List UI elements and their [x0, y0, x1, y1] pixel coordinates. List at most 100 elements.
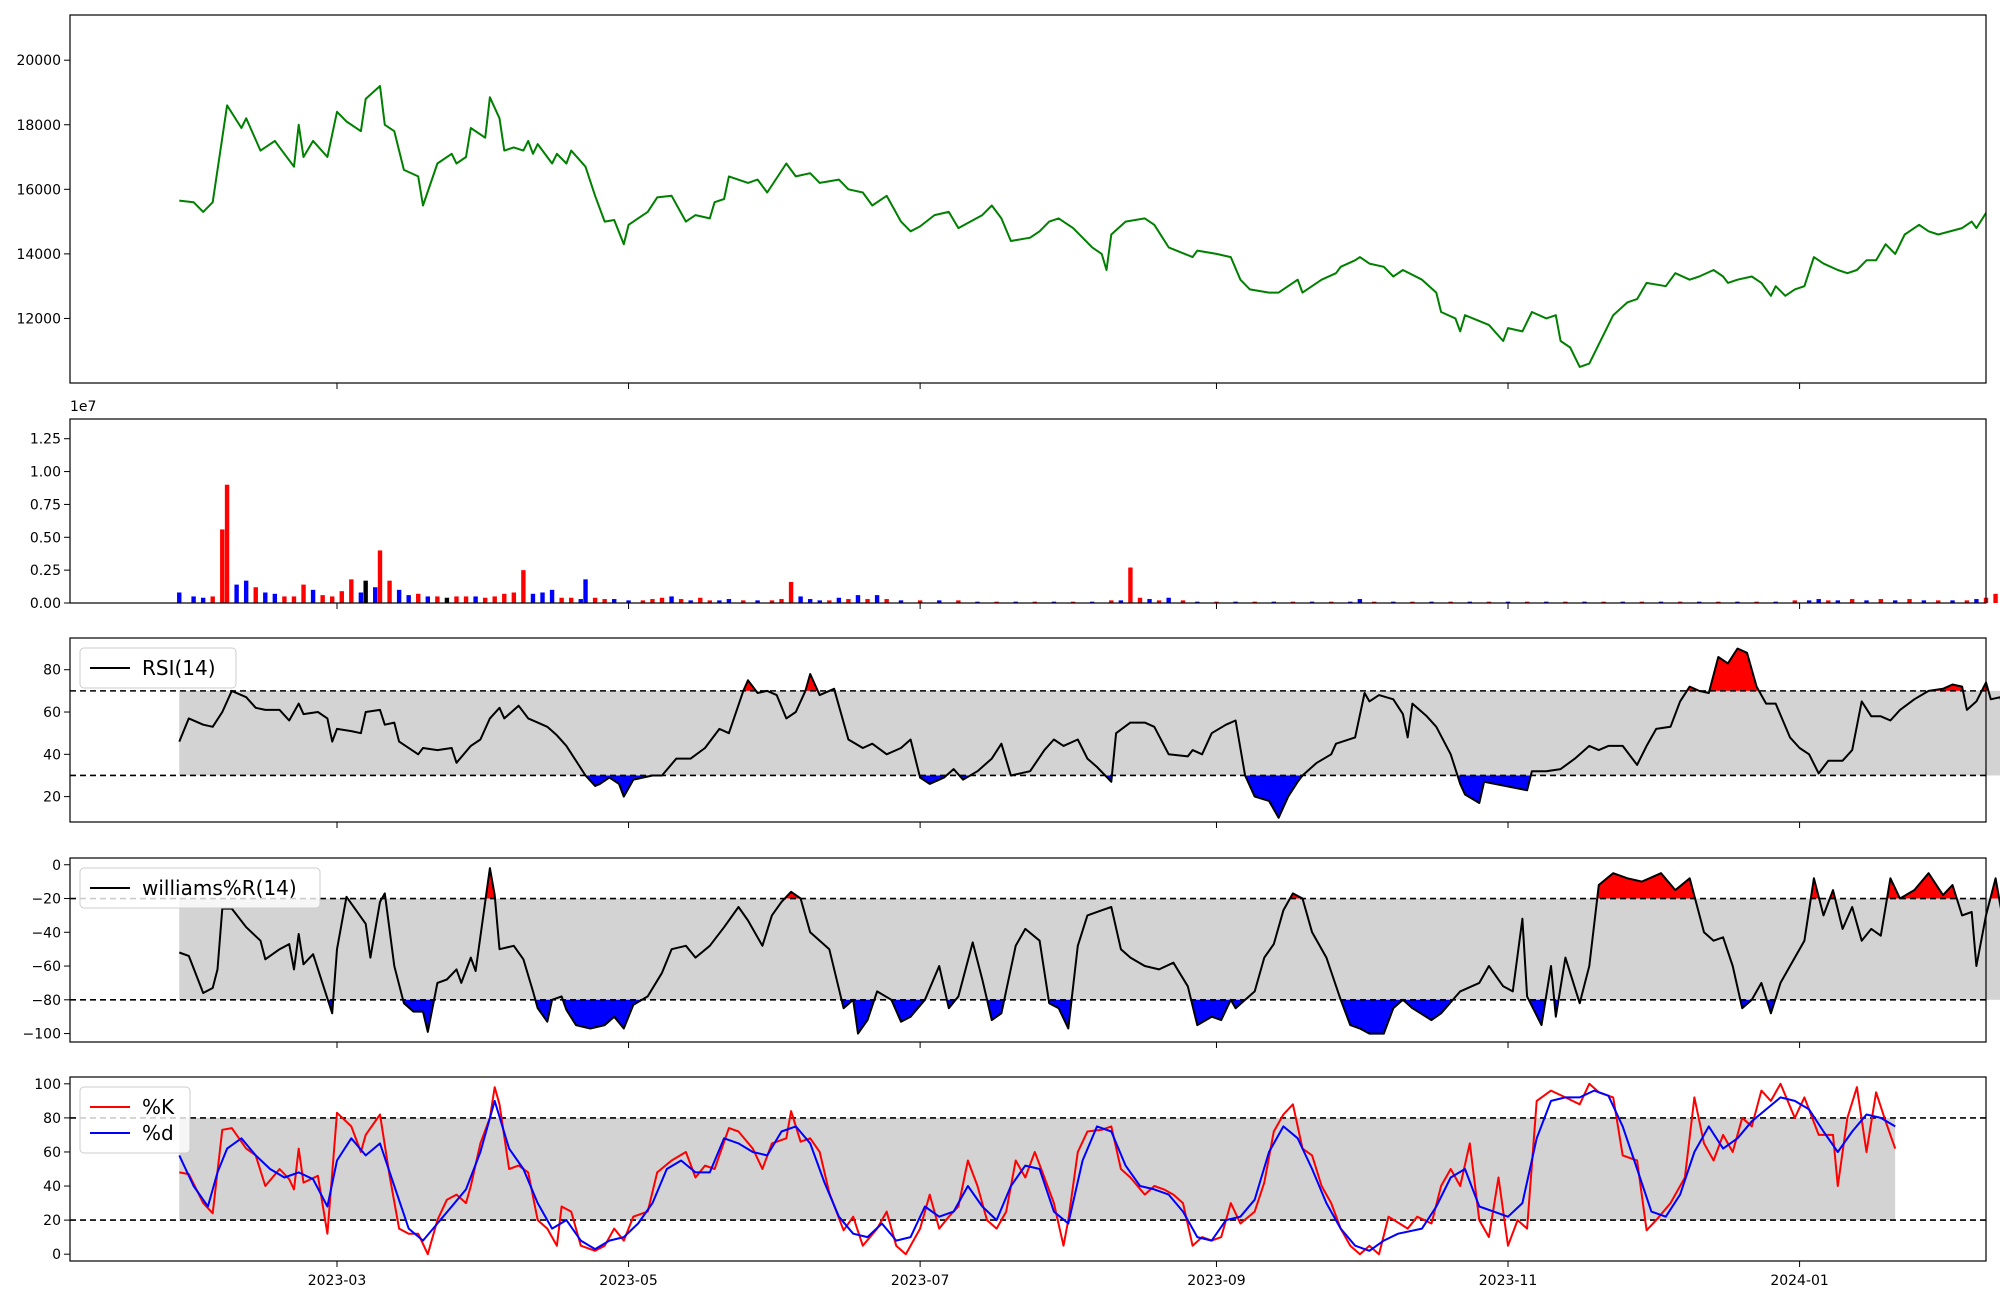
- volume-bar: [559, 597, 564, 603]
- volume-ytick-label: 1.00: [30, 465, 61, 481]
- volume-bar: [1070, 601, 1076, 603]
- price-ytick-label: 18000: [16, 118, 61, 134]
- williams-frame: [69, 857, 1987, 1043]
- volume-bar: [310, 589, 316, 603]
- volume-bar: [301, 584, 306, 603]
- williams-oversold-fill: [1402, 999, 1453, 1021]
- volume-ytick-label: 0.75: [30, 497, 61, 513]
- volume-ytick-label: 0.50: [30, 530, 61, 546]
- price-ytick-label: 16000: [16, 182, 61, 198]
- rsi-oversold-fill: [1245, 775, 1303, 818]
- volume-bar: [1271, 601, 1277, 603]
- rsi-oversold-fill: [1457, 775, 1531, 803]
- williams-ytick-label: −40: [31, 925, 61, 941]
- stochastic-ytick-label: 100: [34, 1077, 61, 1093]
- stochastic-panel: 0 20 40 60 80 100 2023-03 2023-05 2023-07 2023-09…: [34, 1076, 1987, 1289]
- volume-bar: [975, 601, 980, 603]
- volume-bar: [717, 600, 722, 603]
- rsi-overbought-fill: [805, 674, 818, 691]
- williams-oversold-fill: [853, 999, 875, 1034]
- volume-bar: [549, 589, 555, 603]
- volume-plot-area: [70, 419, 1986, 603]
- volume-bar: [678, 599, 684, 603]
- rsi-ytick-label: 60: [43, 705, 61, 721]
- volume-bar: [1429, 601, 1434, 603]
- volume-bar: [1128, 567, 1133, 603]
- volume-bar: [1467, 601, 1472, 603]
- volume-bar: [1658, 601, 1664, 603]
- volume-bar: [817, 600, 822, 603]
- volume-bar: [330, 596, 335, 603]
- volume-bar: [1639, 601, 1645, 603]
- volume-bar: [1716, 601, 1721, 603]
- volume-bar: [1936, 600, 1941, 603]
- volume-bar: [473, 596, 478, 603]
- rsi-frame: [69, 637, 1987, 823]
- volume-bar: [1137, 597, 1143, 603]
- volume-bar: [1792, 600, 1798, 603]
- volume-bar: [937, 600, 942, 603]
- rsi-line: [178, 647, 2000, 819]
- volume-bar: [1109, 600, 1114, 603]
- volume-bar: [1233, 601, 1238, 603]
- stochastic-frame: [69, 1076, 1987, 1262]
- volume-ytick-label: 0.00: [30, 596, 61, 612]
- volume-bar: [650, 599, 655, 603]
- volume-bar: [1166, 597, 1171, 603]
- williams-overbought-fill: [1597, 873, 1695, 899]
- stochastic-ytick-label: 60: [43, 1145, 61, 1161]
- volume-bar: [1371, 601, 1377, 603]
- williams-legend: [79, 867, 321, 909]
- volume-bar: [358, 592, 364, 603]
- volume-bar: [659, 597, 665, 603]
- stochastic-ytick-label: 0: [52, 1247, 61, 1263]
- volume-bar: [1697, 601, 1702, 603]
- volume-bar: [755, 600, 760, 603]
- volume-bar: [1309, 601, 1315, 603]
- volume-bar: [191, 596, 196, 603]
- volume-bar: [339, 591, 344, 603]
- williams-legend-label: williams%R(14): [142, 876, 297, 900]
- volume-bar: [210, 596, 215, 603]
- volume-bar: [406, 595, 411, 603]
- volume-bar: [1773, 601, 1778, 603]
- volume-bar: [583, 579, 588, 603]
- volume-bar: [1486, 601, 1492, 603]
- volume-bar: [1563, 601, 1568, 603]
- volume-bar: [1391, 601, 1396, 603]
- volume-bar: [320, 595, 325, 603]
- x-tick-label: 2023-09: [1187, 1273, 1246, 1289]
- x-tick-label: 2023-11: [1479, 1273, 1538, 1289]
- volume-bar: [1180, 600, 1186, 603]
- price-frame: [69, 14, 1987, 384]
- volume-bar: [1544, 601, 1549, 603]
- stochastic-d-line: [178, 1089, 1896, 1252]
- volume-bar: [1524, 601, 1530, 603]
- rsi-ytick-label: 40: [43, 747, 61, 763]
- volume-bar: [1974, 599, 1979, 603]
- stochastic-legend-label: %d: [142, 1121, 174, 1145]
- volume-bar: [253, 587, 258, 603]
- volume-bar: [1754, 601, 1759, 603]
- stochastic-ytick-label: 40: [43, 1179, 61, 1195]
- price-plot-area: [70, 15, 1986, 383]
- rsi-panel: 20 40 60 80 RSI(14): [43, 637, 2000, 828]
- volume-bar: [788, 581, 794, 603]
- volume-bar: [1849, 599, 1855, 603]
- volume-bar: [769, 600, 775, 603]
- volume-bar: [1156, 600, 1162, 603]
- volume-bar: [698, 597, 703, 603]
- volume-bar: [396, 589, 402, 603]
- rsi-legend: [79, 647, 237, 689]
- volume-bar: [1505, 601, 1511, 603]
- volume-bar: [282, 596, 287, 603]
- rsi-ytick-label: 80: [43, 663, 61, 679]
- rsi-oversold-fill: [585, 775, 653, 797]
- volume-bar: [741, 600, 746, 603]
- x-tick-label: 2023-03: [308, 1273, 367, 1289]
- price-ytick-label: 14000: [16, 247, 61, 263]
- x-tick-label: 2023-07: [891, 1273, 950, 1289]
- stochastic-ytick-label: 80: [43, 1111, 61, 1127]
- x-tick-label: 2023-05: [599, 1273, 658, 1289]
- williams-ytick-label: 0: [52, 858, 61, 874]
